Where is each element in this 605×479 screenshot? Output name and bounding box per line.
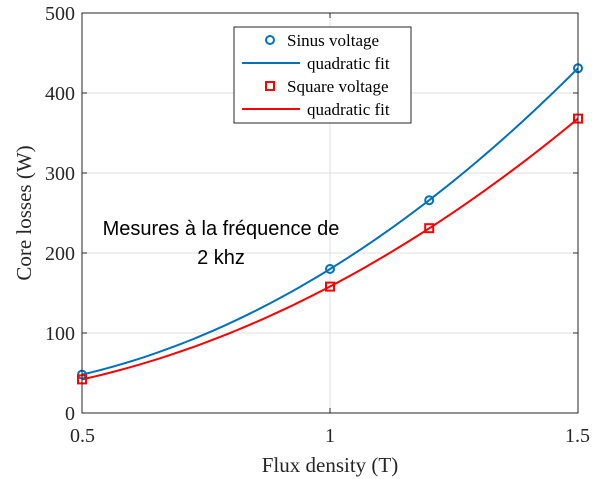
y-axis-label: Core losses (W) — [12, 145, 36, 280]
fit-curves — [81, 67, 579, 381]
legend-sinus-marker — [265, 35, 275, 45]
legend-sinus-fit-label: quadratic fit — [307, 54, 390, 73]
legend-square-label: Square voltage — [287, 77, 389, 96]
data-point-square — [424, 223, 435, 234]
y-tick-label: 300 — [45, 163, 75, 185]
x-tick-label: 0.5 — [70, 425, 95, 447]
y-tick-label: 0 — [65, 403, 75, 425]
legend-square-fit-label: quadratic fit — [307, 100, 390, 119]
annotation-line-2: 2 khz — [197, 247, 245, 269]
axis-ticks: 0.5 1 1.5 0 100 200 300 400 500 — [45, 3, 590, 447]
fit-curve-sinus-voltage — [81, 67, 579, 376]
legend-sinus-label: Sinus voltage — [287, 31, 379, 50]
data-point-circle — [325, 264, 335, 274]
legend-box — [233, 26, 412, 124]
legend: Sinus voltage quadratic fit Square volta… — [233, 26, 412, 124]
y-tick-label: 500 — [45, 3, 75, 25]
annotation-line-1: Mesures à la fréquence de — [103, 218, 340, 240]
x-tick-label: 1.5 — [565, 425, 590, 447]
data-point-square — [325, 281, 335, 292]
y-tick-label: 200 — [45, 243, 75, 265]
x-tick-label: 1 — [325, 425, 335, 447]
x-axis-label: Flux density (T) — [262, 453, 399, 477]
fit-curve-square-voltage — [81, 117, 579, 381]
data-point-circle — [424, 195, 435, 206]
y-tick-label: 100 — [45, 323, 75, 345]
legend-square-marker — [265, 81, 275, 91]
y-tick-label: 400 — [45, 83, 75, 105]
annotation: Mesures à la fréquence de 2 khz — [103, 218, 340, 269]
